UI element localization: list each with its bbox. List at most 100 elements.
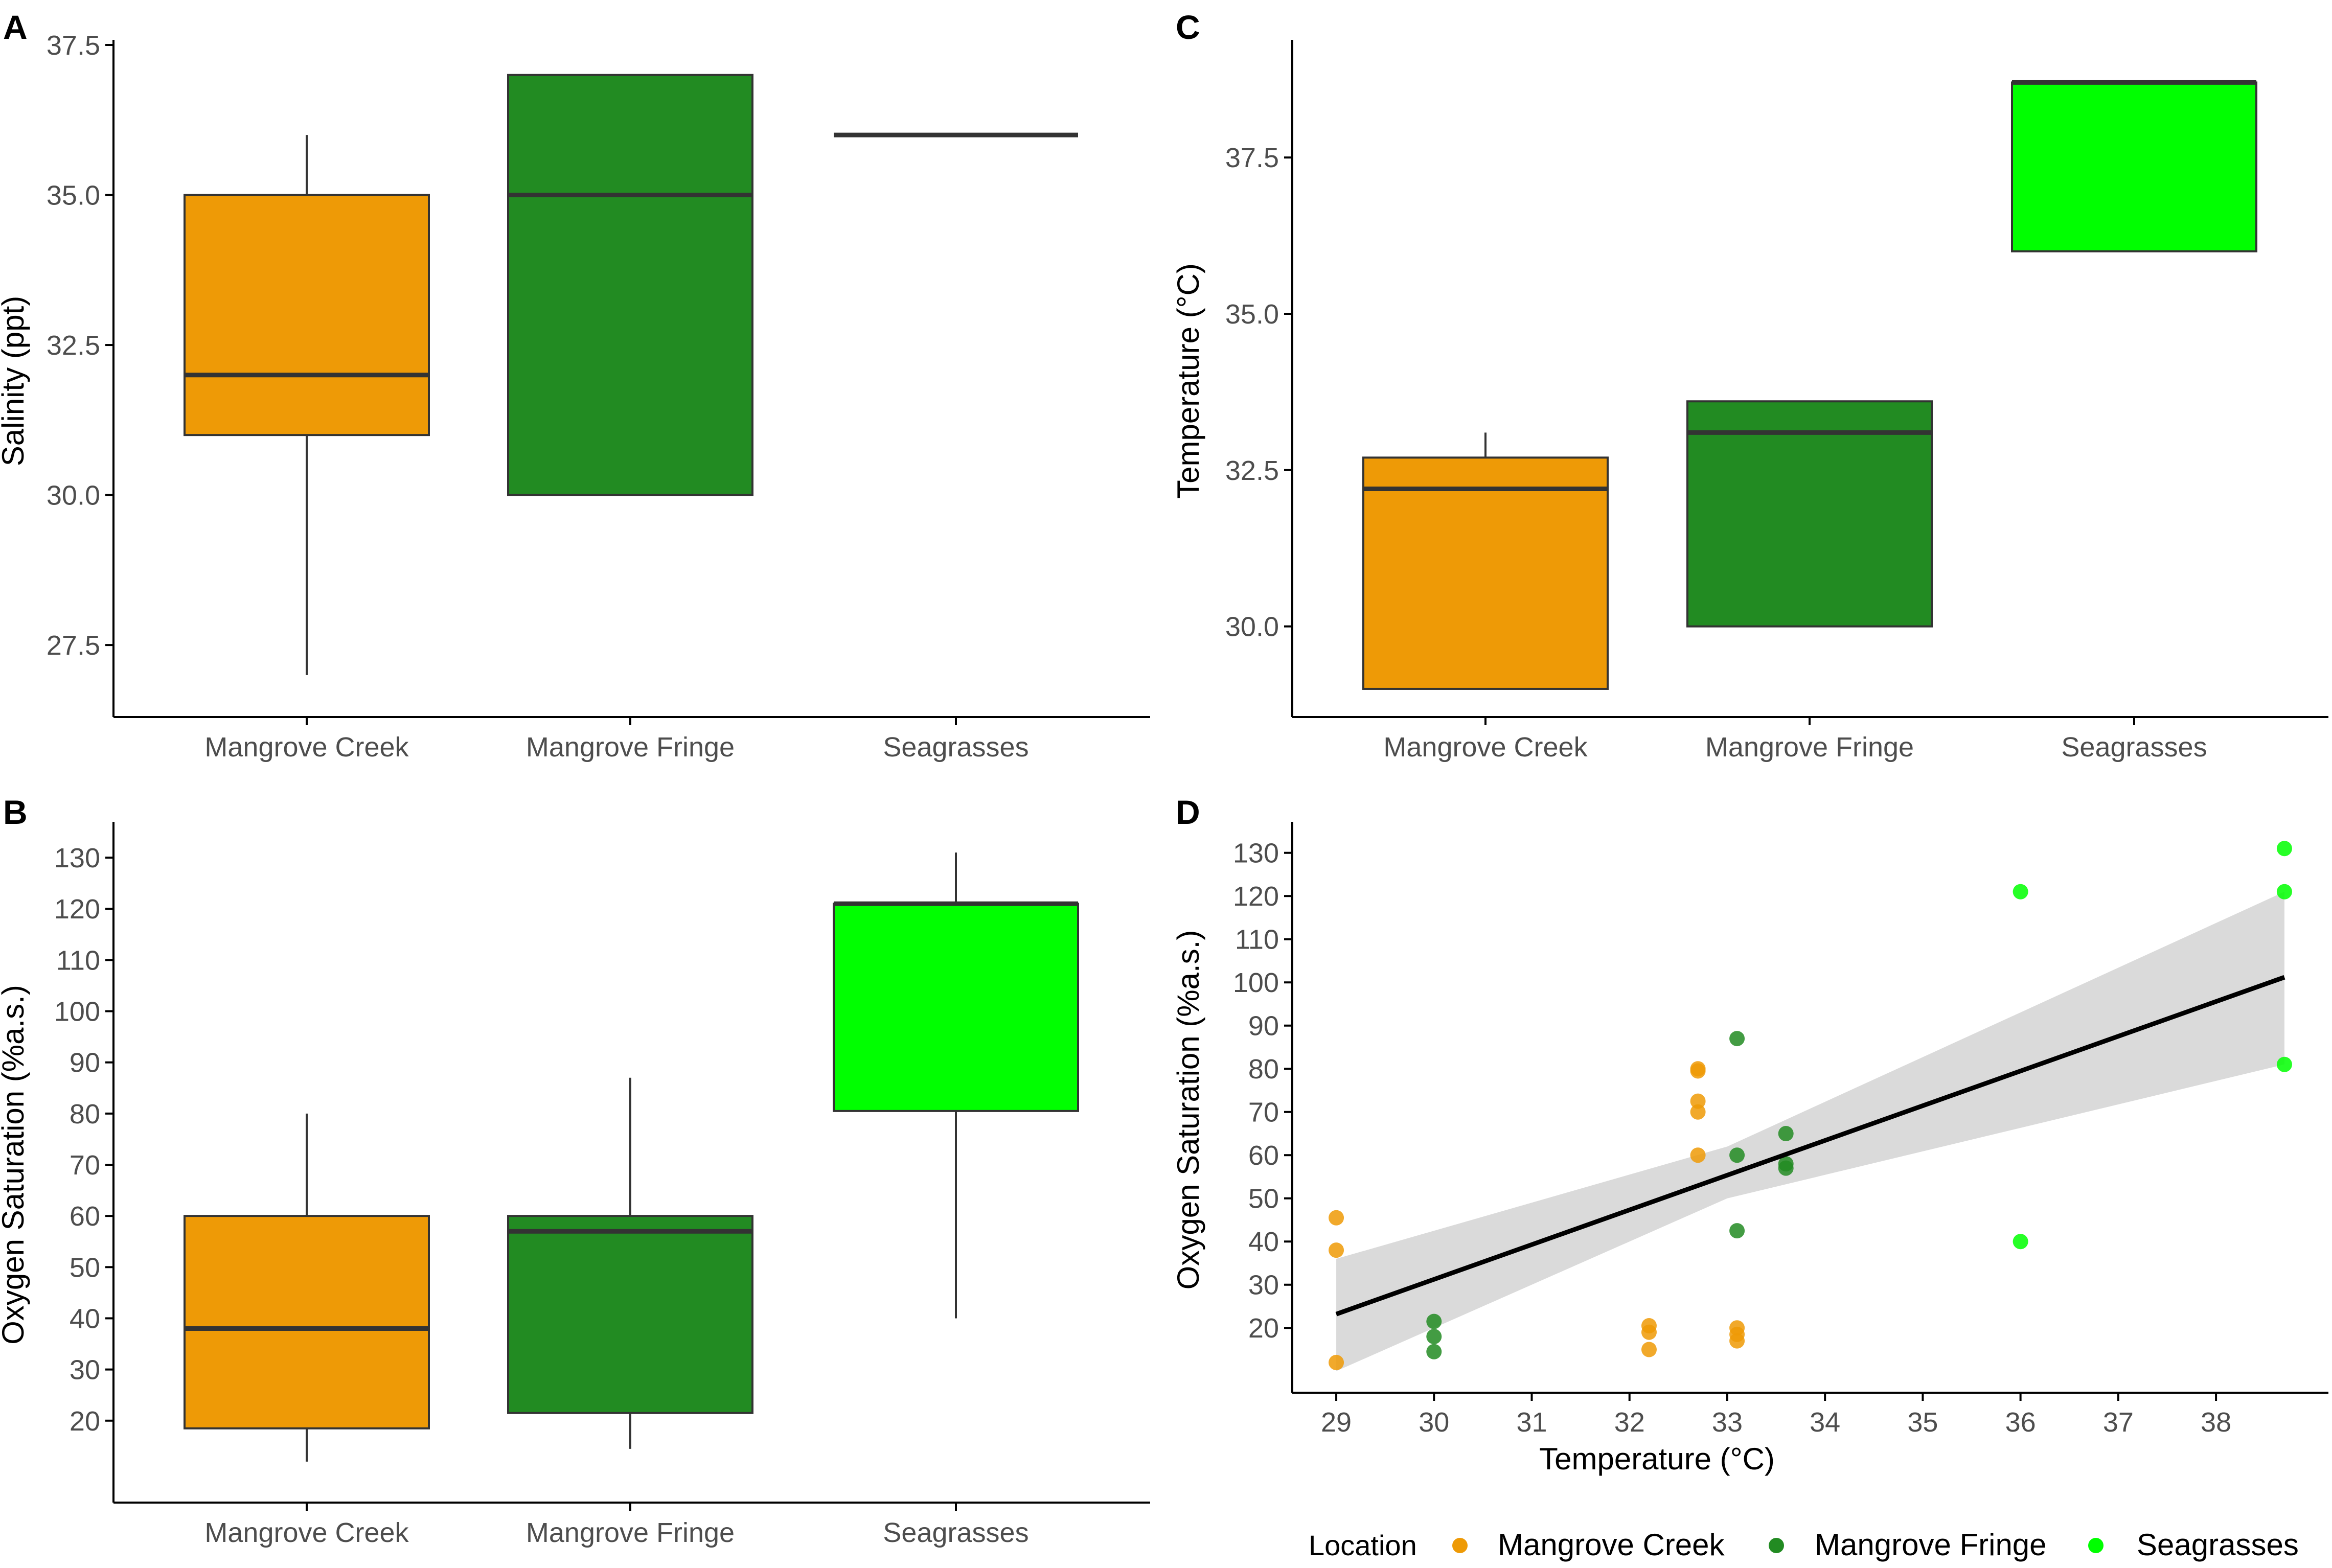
panel-d-x-tick-label: 31 bbox=[1516, 1407, 1547, 1438]
panel-d-point-seagrasses bbox=[2276, 1056, 2292, 1072]
panel-d-point-mangrove-creek bbox=[1690, 1104, 1706, 1120]
panel-label-a: A bbox=[3, 8, 28, 46]
panel-d-point-mangrove-creek bbox=[1329, 1354, 1344, 1370]
panel-b-y-tick-label: 100 bbox=[54, 997, 100, 1027]
panel-a-box-mangrove-fringe bbox=[507, 74, 753, 496]
panel-b-y-axis-title: Oxygen Saturation (%a.s.) bbox=[0, 985, 30, 1345]
legend-marker-mangrove-fringe bbox=[1769, 1538, 1784, 1553]
panel-d-point-mangrove-fringe bbox=[1729, 1147, 1745, 1163]
panel-d-x-tick-label: 37 bbox=[2103, 1407, 2134, 1438]
panel-label-d: D bbox=[1176, 793, 1200, 831]
panel-d-point-seagrasses bbox=[2013, 884, 2028, 900]
panel-d-point-mangrove-fringe bbox=[1729, 1223, 1745, 1239]
panel-d-y-tick-label: 40 bbox=[1248, 1227, 1279, 1257]
panel-d-x-tick-label: 38 bbox=[2201, 1407, 2231, 1438]
legend-label-seagrasses: Seagrasses bbox=[2137, 1528, 2299, 1562]
panel-d-y-tick-label: 80 bbox=[1248, 1054, 1279, 1085]
panel-a-y-tick-label: 32.5 bbox=[47, 330, 100, 361]
panel-a-box-mangrove-fringe-iqr-rect bbox=[507, 74, 753, 496]
panel-d-point-mangrove-fringe bbox=[1778, 1125, 1794, 1141]
legend-label-mangrove-creek: Mangrove Creek bbox=[1498, 1528, 1725, 1562]
panel-b-box-seagrasses-iqr-rect bbox=[833, 903, 1079, 1112]
panel-c-x-tick-label-mangrove-fringe: Mangrove Fringe bbox=[1705, 732, 1914, 763]
panel-d-y-tick-label: 70 bbox=[1248, 1097, 1279, 1128]
panel-d-y-tick-label: 30 bbox=[1248, 1270, 1279, 1301]
panel-b-box-mangrove-creek-iqr-rect bbox=[184, 1215, 430, 1429]
panel-c-y-tick-label: 30.0 bbox=[1225, 612, 1279, 642]
panel-b-y-tick-label: 80 bbox=[70, 1099, 100, 1129]
panel-label-b: B bbox=[3, 793, 28, 831]
panel-d-x-tick-label: 33 bbox=[1712, 1407, 1743, 1438]
panel-d-y-tick-label: 120 bbox=[1233, 881, 1279, 912]
panel-b-y-tick-label: 30 bbox=[70, 1355, 100, 1386]
panel-a-y-tick-label: 37.5 bbox=[47, 30, 100, 61]
panel-d-y-tick-label: 90 bbox=[1248, 1011, 1279, 1042]
panel-a-x-tick-label-mangrove-creek: Mangrove Creek bbox=[204, 732, 409, 763]
panel-d-point-mangrove-creek bbox=[1329, 1242, 1344, 1258]
panel-d-y-tick-label: 110 bbox=[1235, 925, 1279, 955]
panel-d-x-tick-label: 29 bbox=[1321, 1407, 1352, 1438]
panel-d-x-tick-label: 34 bbox=[1810, 1407, 1840, 1438]
panel-c-box-mangrove-fringe-iqr-rect bbox=[1686, 400, 1933, 628]
panel-c-box-seagrasses bbox=[2011, 80, 2257, 252]
panel-c-box-mangrove-creek bbox=[1362, 432, 1609, 690]
panel-b-y-tick-label: 60 bbox=[70, 1201, 100, 1232]
panel-d-point-mangrove-creek bbox=[1690, 1147, 1706, 1163]
legend-label-mangrove-fringe: Mangrove Fringe bbox=[1815, 1528, 2047, 1562]
panel-b-x-tick-label-mangrove-fringe: Mangrove Fringe bbox=[526, 1517, 735, 1548]
panel-d-series-seagrasses bbox=[2013, 841, 2292, 1250]
panel-b-box-mangrove-fringe-iqr-rect bbox=[507, 1215, 753, 1414]
panel-c-box-mangrove-fringe bbox=[1686, 400, 1933, 628]
panel-c-y-tick-label: 32.5 bbox=[1225, 455, 1279, 486]
panel-d-point-mangrove-creek bbox=[1329, 1210, 1344, 1226]
panel-a-y-tick-label: 30.0 bbox=[47, 480, 100, 511]
panel-a-salinity-boxplot: 27.5 30.0 32.5 35.0 37.5 Salinity (ppt) Mangro… bbox=[0, 30, 1150, 763]
panel-d-point-seagrasses bbox=[2276, 841, 2292, 857]
panel-c-y-tick-label: 37.5 bbox=[1225, 143, 1279, 173]
panel-d-x-tick-label: 32 bbox=[1614, 1407, 1645, 1438]
panel-d-y-axis-title: Oxygen Saturation (%a.s.) bbox=[1171, 930, 1205, 1290]
panel-b-y-tick-label: 130 bbox=[54, 843, 100, 873]
panel-c-x-tick-label-seagrasses: Seagrasses bbox=[2061, 732, 2207, 763]
panel-b-oxygen-boxplot: 20 30 40 50 60 70 80 90 100 110 120 130 Oxygen Satur… bbox=[0, 822, 1150, 1548]
panel-d-point-mangrove-fringe bbox=[1778, 1160, 1794, 1176]
panel-d-point-mangrove-creek bbox=[1690, 1063, 1706, 1079]
panel-b-box-mangrove-fringe bbox=[507, 1077, 753, 1449]
panel-d-series-mangrove-fringe bbox=[1426, 1031, 1794, 1359]
panel-d-y-tick-label: 50 bbox=[1248, 1184, 1279, 1214]
panel-d-y-tick-label: 100 bbox=[1233, 967, 1279, 998]
panel-a-x-tick-label-seagrasses: Seagrasses bbox=[883, 732, 1028, 763]
panel-d-point-mangrove-fringe bbox=[1426, 1313, 1442, 1329]
panel-a-x-tick-label-mangrove-fringe: Mangrove Fringe bbox=[526, 732, 735, 763]
legend-marker-seagrasses bbox=[2088, 1538, 2104, 1553]
panel-d-x-tick-label: 35 bbox=[1907, 1407, 1938, 1438]
panel-d-oxygen-vs-temperature-scatter: 20 30 40 50 60 70 80 90 100 110 120 130 Oxygen Satur… bbox=[1171, 822, 2328, 1476]
panel-c-box-mangrove-creek-iqr-rect bbox=[1362, 456, 1609, 690]
legend-title: Location bbox=[1309, 1529, 1417, 1561]
panel-a-box-mangrove-creek-iqr-rect bbox=[184, 194, 430, 436]
panel-a-y-axis-title: Salinity (ppt) bbox=[0, 296, 30, 466]
panel-d-y-tick-label: 60 bbox=[1248, 1140, 1279, 1171]
panel-a-y-tick-label: 27.5 bbox=[47, 630, 100, 661]
panel-d-point-mangrove-creek bbox=[1641, 1324, 1657, 1340]
panel-d-point-mangrove-creek bbox=[1690, 1093, 1706, 1109]
panel-d-point-seagrasses bbox=[2013, 1234, 2028, 1250]
panel-d-confidence-band bbox=[1336, 891, 2284, 1371]
panel-b-box-mangrove-creek bbox=[184, 1113, 430, 1462]
panel-c-y-axis-title: Temperature (°C) bbox=[1171, 263, 1205, 499]
panel-b-y-tick-label: 40 bbox=[70, 1303, 100, 1334]
panel-a-y-tick-label: 35.0 bbox=[47, 180, 100, 211]
panel-a-box-mangrove-creek bbox=[184, 135, 430, 675]
panel-label-c: C bbox=[1176, 8, 1200, 46]
panel-d-y-tick-label: 130 bbox=[1233, 838, 1279, 869]
panel-b-y-tick-label: 110 bbox=[56, 945, 100, 976]
panel-b-y-tick-label: 70 bbox=[70, 1150, 100, 1181]
panel-b-box-seagrasses bbox=[833, 852, 1079, 1319]
legend-marker-mangrove-creek bbox=[1452, 1538, 1468, 1553]
legend: Location Mangrove Creek Mangrove Fringe … bbox=[1309, 1528, 2299, 1562]
panel-b-x-tick-label-mangrove-creek: Mangrove Creek bbox=[204, 1517, 409, 1548]
panel-c-temperature-boxplot: 30.0 32.5 35.0 37.5 Temperature (°C) Mangrove… bbox=[1171, 40, 2328, 763]
panel-d-x-tick-label: 36 bbox=[2005, 1407, 2036, 1438]
panel-d-point-mangrove-fringe bbox=[1426, 1344, 1442, 1359]
